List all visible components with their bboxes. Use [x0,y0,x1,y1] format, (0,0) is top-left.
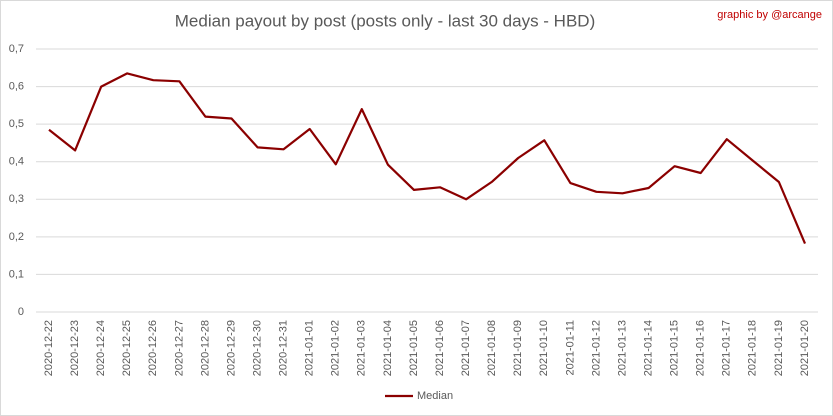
y-tick-label: 0,7 [9,43,24,55]
y-tick-label: 0,4 [9,156,24,168]
line-series [48,72,807,245]
x-tick-label: 2020-12-29 [225,320,237,376]
x-tick-label: 2020-12-30 [251,320,263,376]
x-tick-label: 2021-01-18 [747,320,759,376]
x-tick-label: 2021-01-20 [799,320,811,376]
chart-title: Median payout by post (posts only - last… [175,11,595,30]
x-tick-label: 2021-01-03 [356,320,368,376]
x-tick-label: 2021-01-01 [304,320,316,376]
y-tick-label: 0,3 [9,193,24,205]
y-tick-label: 0,2 [9,231,24,243]
annotation: graphic by @arcange [717,9,822,21]
y-tick-label: 0,5 [9,118,24,130]
x-tick-label: 2021-01-04 [382,320,394,376]
x-tick-label: 2020-12-23 [69,320,81,376]
x-tick-label: 2021-01-08 [486,320,498,376]
x-tick-label: 2020-12-31 [278,320,290,376]
x-tick-label: 2021-01-12 [590,320,602,376]
x-tick-label: 2021-01-16 [695,320,707,376]
x-tick-label: 2020-12-27 [173,320,185,376]
legend-label: Median [417,390,453,402]
x-tick-label: 2020-12-26 [147,320,159,376]
x-tick-label: 2021-01-09 [512,320,524,376]
x-tick-label: 2021-01-02 [330,320,342,376]
x-tick-label: 2021-01-10 [538,320,550,376]
x-tick-label: 2021-01-14 [642,320,654,376]
x-tick-label: 2021-01-07 [460,320,472,376]
y-tick-label: 0,1 [9,268,24,280]
x-tick-label: 2021-01-11 [564,320,576,375]
y-tick-label: 0,6 [9,80,24,92]
x-tick-label: 2021-01-05 [408,320,420,376]
x-tick-label: 2020-12-28 [199,320,211,376]
y-tick-label: 0 [18,306,24,318]
x-tick-label: 2021-01-06 [434,320,446,376]
x-tick-label: 2021-01-19 [773,320,785,376]
x-tick-label: 2020-12-25 [121,320,133,376]
x-tick-label: 2020-12-22 [43,320,55,376]
x-tick-label: 2020-12-24 [95,320,107,376]
x-tick-label: 2021-01-13 [616,320,628,376]
x-tick-label: 2021-01-15 [669,320,681,376]
x-tick-label: 2021-01-17 [721,320,733,376]
